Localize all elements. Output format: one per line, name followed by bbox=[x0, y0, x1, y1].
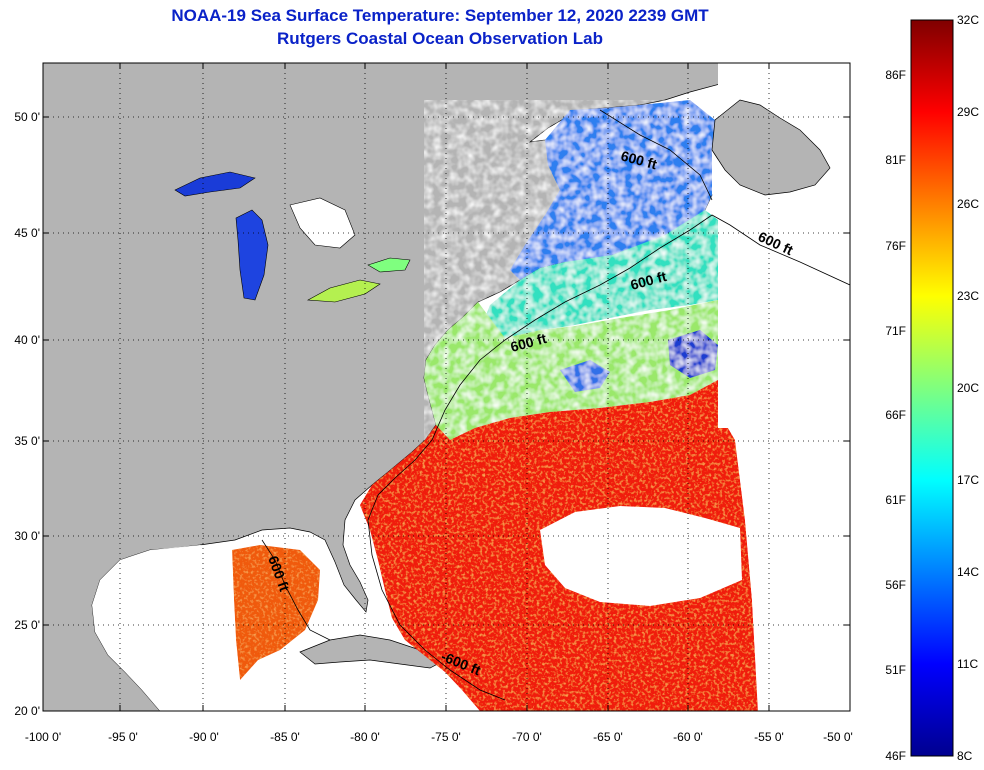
lon-label-95: -95 0' bbox=[108, 730, 138, 744]
colorbar-label-32c: 32C bbox=[957, 13, 979, 27]
lon-label-55: -55 0' bbox=[754, 730, 784, 744]
lat-label-20: 20 0' bbox=[14, 704, 40, 718]
colorbar-label-56f: 56F bbox=[885, 578, 906, 592]
colorbar-label-66f: 66F bbox=[885, 408, 906, 422]
lon-label-100: -100 0' bbox=[25, 730, 61, 744]
axis-ticks bbox=[43, 63, 850, 711]
land-newfoundland-outline bbox=[711, 99, 831, 196]
map-subtitle: Rutgers Coastal Ocean Observation Lab bbox=[277, 29, 603, 48]
colorbar-label-17c: 17C bbox=[957, 473, 979, 487]
lake-ontario bbox=[367, 257, 411, 273]
lat-label-40: 40 0' bbox=[14, 333, 40, 347]
lat-label-35: 35 0' bbox=[14, 434, 40, 448]
colorbar-label-29c: 29C bbox=[957, 105, 979, 119]
cloud-mask-hurricane bbox=[540, 506, 742, 606]
lon-label-75: -75 0' bbox=[431, 730, 461, 744]
colorbar-fahrenheit-labels: 86F 81F 76F 71F 66F 61F 56F 51F 46F bbox=[885, 68, 906, 763]
latitude-labels: 50 0' 45 0' 40 0' 35 0' 30 0' 25 0' 20 0… bbox=[14, 110, 40, 718]
colorbar-scale bbox=[910, 19, 954, 757]
lat-label-45: 45 0' bbox=[14, 226, 40, 240]
lat-label-25: 25 0' bbox=[14, 618, 40, 632]
isobath-600ft-labrador-line bbox=[599, 109, 713, 201]
isobath-600ft-line bbox=[367, 214, 850, 701]
colorbar-label-20c: 20C bbox=[957, 381, 979, 395]
isobath-600ft-gulf-line bbox=[261, 539, 331, 641]
lake-superior bbox=[174, 171, 256, 197]
sst-gulf-of-mexico-patch bbox=[232, 545, 320, 680]
sst-scotian-shelf bbox=[480, 210, 718, 338]
sst-cold-patch bbox=[560, 360, 610, 392]
colorbar-label-11c: 11C bbox=[957, 657, 978, 671]
cloud-mask-gulf-of-mexico bbox=[92, 545, 240, 711]
colorbar-label-26c: 26C bbox=[957, 197, 979, 211]
lake-erie bbox=[306, 279, 381, 303]
map-title: NOAA-19 Sea Surface Temperature: Septemb… bbox=[171, 6, 709, 25]
lon-label-85: -85 0' bbox=[270, 730, 300, 744]
sst-gulf-st-lawrence bbox=[510, 100, 715, 280]
colorbar-label-71f: 71F bbox=[885, 324, 906, 338]
colorbar-label-23c: 23C bbox=[957, 289, 979, 303]
lake-huron bbox=[289, 197, 356, 249]
colorbar-celsius-labels: 32C 29C 26C 23C 20C 17C 14C 11C 8C bbox=[957, 13, 979, 763]
colorbar-label-14c: 14C bbox=[957, 565, 979, 579]
colorbar-label-61f: 61F bbox=[885, 493, 906, 507]
lon-label-80: -80 0' bbox=[350, 730, 380, 744]
colorbar-label-51f: 51F bbox=[885, 663, 906, 677]
lon-label-65: -65 0' bbox=[593, 730, 623, 744]
lon-label-60: -60 0' bbox=[673, 730, 703, 744]
cloud-mask-east bbox=[718, 300, 850, 711]
colorbar-label-8c: 8C bbox=[957, 749, 973, 763]
sst-cold-eddy bbox=[668, 330, 718, 378]
lat-label-50: 50 0' bbox=[14, 110, 40, 124]
lon-label-90: -90 0' bbox=[189, 730, 219, 744]
lake-michigan bbox=[235, 209, 269, 301]
colorbar-label-76f: 76F bbox=[885, 239, 906, 253]
lon-label-50: -50 0' bbox=[823, 730, 853, 744]
colorbar-label-46f: 46F bbox=[885, 749, 906, 763]
lon-label-70: -70 0' bbox=[512, 730, 542, 744]
lat-label-30: 30 0' bbox=[14, 529, 40, 543]
colorbar-label-81f: 81F bbox=[885, 153, 906, 167]
colorbar-label-86f: 86F bbox=[885, 68, 906, 82]
longitude-labels: -100 0' -95 0' -90 0' -85 0' -80 0' -75 … bbox=[25, 730, 853, 744]
graticule bbox=[43, 63, 850, 711]
